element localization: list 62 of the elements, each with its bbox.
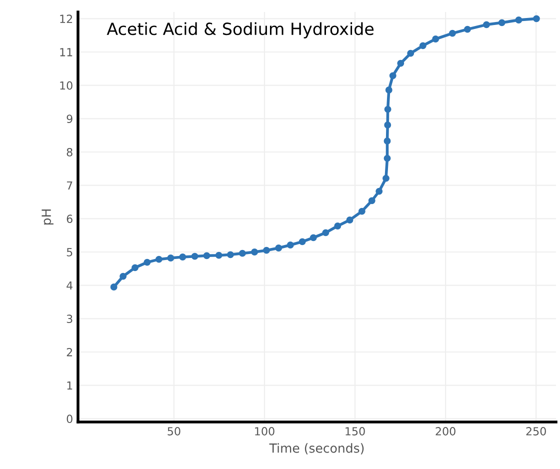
point: [376, 188, 383, 195]
y-tick-label: 4: [66, 281, 73, 290]
x-axis-title: Time (seconds): [269, 443, 364, 454]
point: [382, 174, 390, 182]
point: [407, 50, 414, 57]
point: [120, 272, 127, 280]
point: [238, 250, 246, 257]
text: Acetic Acid & Sodium Hydroxide: [106, 22, 374, 38]
point: [203, 252, 210, 260]
point: [384, 154, 391, 162]
point: [346, 216, 354, 224]
point: [397, 60, 404, 67]
point: [385, 86, 392, 94]
y-tick-label: 10: [60, 81, 72, 90]
point: [368, 197, 376, 204]
point: [191, 252, 198, 260]
y-tick-label: 1: [67, 381, 72, 390]
point: [384, 106, 392, 113]
y-tick-label: 7: [66, 181, 72, 190]
point: [464, 26, 471, 33]
point: [179, 254, 186, 260]
point: [532, 15, 540, 22]
point: [226, 251, 234, 258]
point: [448, 30, 456, 37]
point: [498, 19, 506, 26]
point: [358, 208, 366, 215]
y-tick-label: 9: [66, 114, 72, 124]
y-tick-label: 11: [60, 48, 72, 56]
point: [432, 36, 440, 42]
x-tick-label: 50: [168, 427, 180, 436]
y-tick-label: 5: [66, 248, 72, 256]
point: [483, 21, 490, 28]
y-tick-label: 6: [66, 214, 72, 224]
y-tick-label: 8: [66, 148, 72, 156]
point: [215, 252, 222, 259]
point: [286, 242, 294, 248]
point: [155, 256, 162, 263]
y-tick-label: 12: [60, 14, 72, 23]
point: [298, 238, 306, 246]
point: [310, 234, 317, 242]
point: [275, 244, 282, 252]
point: [167, 254, 174, 262]
point: [322, 229, 330, 236]
point: [263, 246, 270, 254]
point: [132, 264, 139, 272]
x-tick-label: 250: [526, 427, 546, 436]
y-axis-title: pH: [42, 210, 54, 225]
point: [334, 222, 342, 230]
y-tick-label: 3: [66, 314, 72, 324]
point: [515, 16, 522, 24]
x-tick-label: 200: [436, 427, 456, 436]
point: [251, 248, 258, 256]
y-tick-label: 0: [66, 414, 72, 424]
point: [389, 72, 396, 80]
point: [419, 42, 426, 50]
point: [110, 284, 118, 290]
point: [144, 258, 151, 266]
point: [384, 122, 392, 128]
y-tick-label: 2: [66, 348, 72, 356]
x-tick-label: 150: [346, 427, 365, 436]
x-tick-label: 100: [255, 427, 274, 436]
point: [384, 138, 391, 144]
